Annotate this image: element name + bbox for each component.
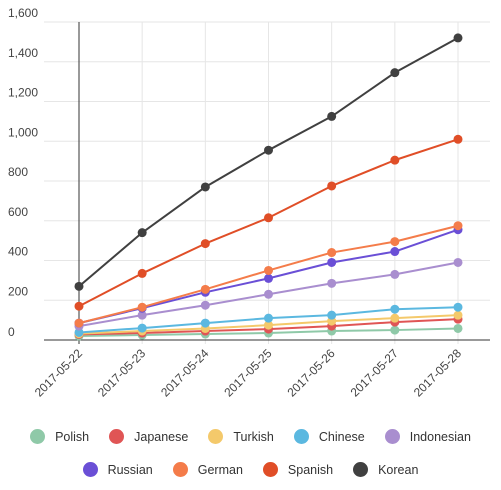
legend-swatch-russian xyxy=(82,462,98,477)
legend-label-japanese: Japanese xyxy=(134,429,189,444)
data-point-chinese[interactable] xyxy=(264,313,273,323)
data-point-indonesian[interactable] xyxy=(264,289,273,299)
legend-swatch-indonesian xyxy=(384,429,400,444)
x-tick-label: 2017-05-25 xyxy=(221,346,275,400)
data-point-german[interactable] xyxy=(453,221,463,231)
legend-swatch-chinese xyxy=(293,429,309,444)
data-point-chinese[interactable] xyxy=(453,302,463,312)
legend-item-turkish[interactable]: Turkish xyxy=(208,429,274,444)
data-point-korean[interactable] xyxy=(74,281,84,291)
legend-swatch-japanese xyxy=(109,429,125,444)
y-tick-label: 200 xyxy=(8,284,28,298)
y-tick-label: 0 xyxy=(8,325,15,339)
data-point-german[interactable] xyxy=(74,318,84,328)
series-lines xyxy=(74,33,463,341)
data-point-chinese[interactable] xyxy=(390,304,400,314)
series-korean xyxy=(74,33,463,291)
legend-item-spanish[interactable]: Spanish xyxy=(262,462,334,477)
x-tick-label: 2017-05-22 xyxy=(32,346,86,400)
series-indonesian xyxy=(74,257,463,331)
data-point-turkish[interactable] xyxy=(264,320,273,330)
legend-label-spanish: Spanish xyxy=(287,462,334,477)
legend-label-korean: Korean xyxy=(378,462,419,477)
data-point-spanish[interactable] xyxy=(327,181,337,191)
legend-swatch-spanish xyxy=(262,462,278,477)
series-german xyxy=(74,221,463,328)
data-point-russian[interactable] xyxy=(327,257,337,267)
data-point-spanish[interactable] xyxy=(74,301,84,311)
data-point-korean[interactable] xyxy=(200,182,210,192)
legend-item-russian[interactable]: Russian xyxy=(82,462,153,477)
data-point-korean[interactable] xyxy=(327,111,337,121)
data-point-spanish[interactable] xyxy=(200,239,210,249)
x-tick-labels: 2017-05-22 2017-05-23 2017-05-24 2017-05-25… xyxy=(32,346,465,400)
data-point-russian[interactable] xyxy=(264,273,273,283)
legend-swatch-korean xyxy=(353,462,369,477)
y-tick-label: 1,200 xyxy=(8,86,38,100)
data-point-indonesian[interactable] xyxy=(327,278,337,288)
y-tick-label: 1,400 xyxy=(8,46,38,60)
legend-swatch-polish xyxy=(30,429,46,444)
series-spanish xyxy=(74,134,463,311)
legend-row-1: Polish Japanese Turkish Chinese Indonesi… xyxy=(0,429,501,444)
y-tick-labels: 0 200 400 600 800 1,000 1,200 1,400 1,600 xyxy=(8,6,38,339)
line-chart: 0 200 400 600 800 1,000 1,200 1,400 1,600 2017-0… xyxy=(8,6,490,400)
y-tick-label: 1,000 xyxy=(8,125,38,139)
data-point-indonesian[interactable] xyxy=(200,300,210,310)
data-point-spanish[interactable] xyxy=(390,155,400,165)
series-chinese xyxy=(74,302,463,337)
legend-item-polish[interactable]: Polish xyxy=(30,429,89,444)
legend-label-german: German xyxy=(197,462,243,477)
x-tick-label: 2017-05-24 xyxy=(158,346,212,400)
x-tick-label: 2017-05-27 xyxy=(348,346,402,400)
legend-item-japanese[interactable]: Japanese xyxy=(109,429,188,444)
data-point-korean[interactable] xyxy=(264,145,273,155)
legend-label-indonesian: Indonesian xyxy=(409,429,471,444)
data-point-german[interactable] xyxy=(390,237,400,247)
data-point-turkish[interactable] xyxy=(390,313,400,323)
data-point-spanish[interactable] xyxy=(264,213,273,223)
legend-item-german[interactable]: German xyxy=(172,462,243,477)
data-point-german[interactable] xyxy=(264,265,273,275)
data-point-chinese[interactable] xyxy=(137,323,147,333)
data-point-indonesian[interactable] xyxy=(390,269,400,279)
x-tick-label: 2017-05-28 xyxy=(411,346,465,400)
legend-label-polish: Polish xyxy=(55,429,90,444)
y-tick-label: 400 xyxy=(8,245,28,259)
data-point-korean[interactable] xyxy=(453,33,463,43)
data-point-spanish[interactable] xyxy=(137,268,147,278)
data-point-korean[interactable] xyxy=(390,68,400,78)
data-point-chinese[interactable] xyxy=(74,327,84,337)
data-point-polish[interactable] xyxy=(390,325,400,335)
y-tick-label: 800 xyxy=(8,165,28,179)
x-tick-label: 2017-05-26 xyxy=(284,346,338,400)
data-point-german[interactable] xyxy=(200,284,210,294)
data-point-german[interactable] xyxy=(137,302,147,312)
data-point-chinese[interactable] xyxy=(200,318,210,328)
data-point-indonesian[interactable] xyxy=(453,257,463,267)
data-point-spanish[interactable] xyxy=(453,134,463,144)
y-tick-label: 600 xyxy=(8,205,28,219)
legend-label-russian: Russian xyxy=(107,462,153,477)
legend-label-chinese: Chinese xyxy=(318,429,365,444)
data-point-german[interactable] xyxy=(327,248,337,258)
data-point-indonesian[interactable] xyxy=(137,310,147,320)
legend-item-korean[interactable]: Korean xyxy=(353,462,418,477)
data-point-korean[interactable] xyxy=(137,228,147,238)
legend-item-indonesian[interactable]: Indonesian xyxy=(384,429,471,444)
data-point-chinese[interactable] xyxy=(327,310,337,320)
legend-swatch-german xyxy=(172,462,188,477)
legend-item-chinese[interactable]: Chinese xyxy=(293,429,365,444)
legend-row-2: Russian German Spanish Korean xyxy=(0,462,501,477)
data-point-polish[interactable] xyxy=(453,323,463,333)
legend-label-turkish: Turkish xyxy=(233,429,274,444)
y-tick-label: 1,600 xyxy=(8,6,38,20)
x-tick-label: 2017-05-23 xyxy=(95,346,149,400)
data-point-russian[interactable] xyxy=(390,247,400,257)
data-point-turkish[interactable] xyxy=(453,310,463,320)
legend-swatch-turkish xyxy=(208,429,224,444)
